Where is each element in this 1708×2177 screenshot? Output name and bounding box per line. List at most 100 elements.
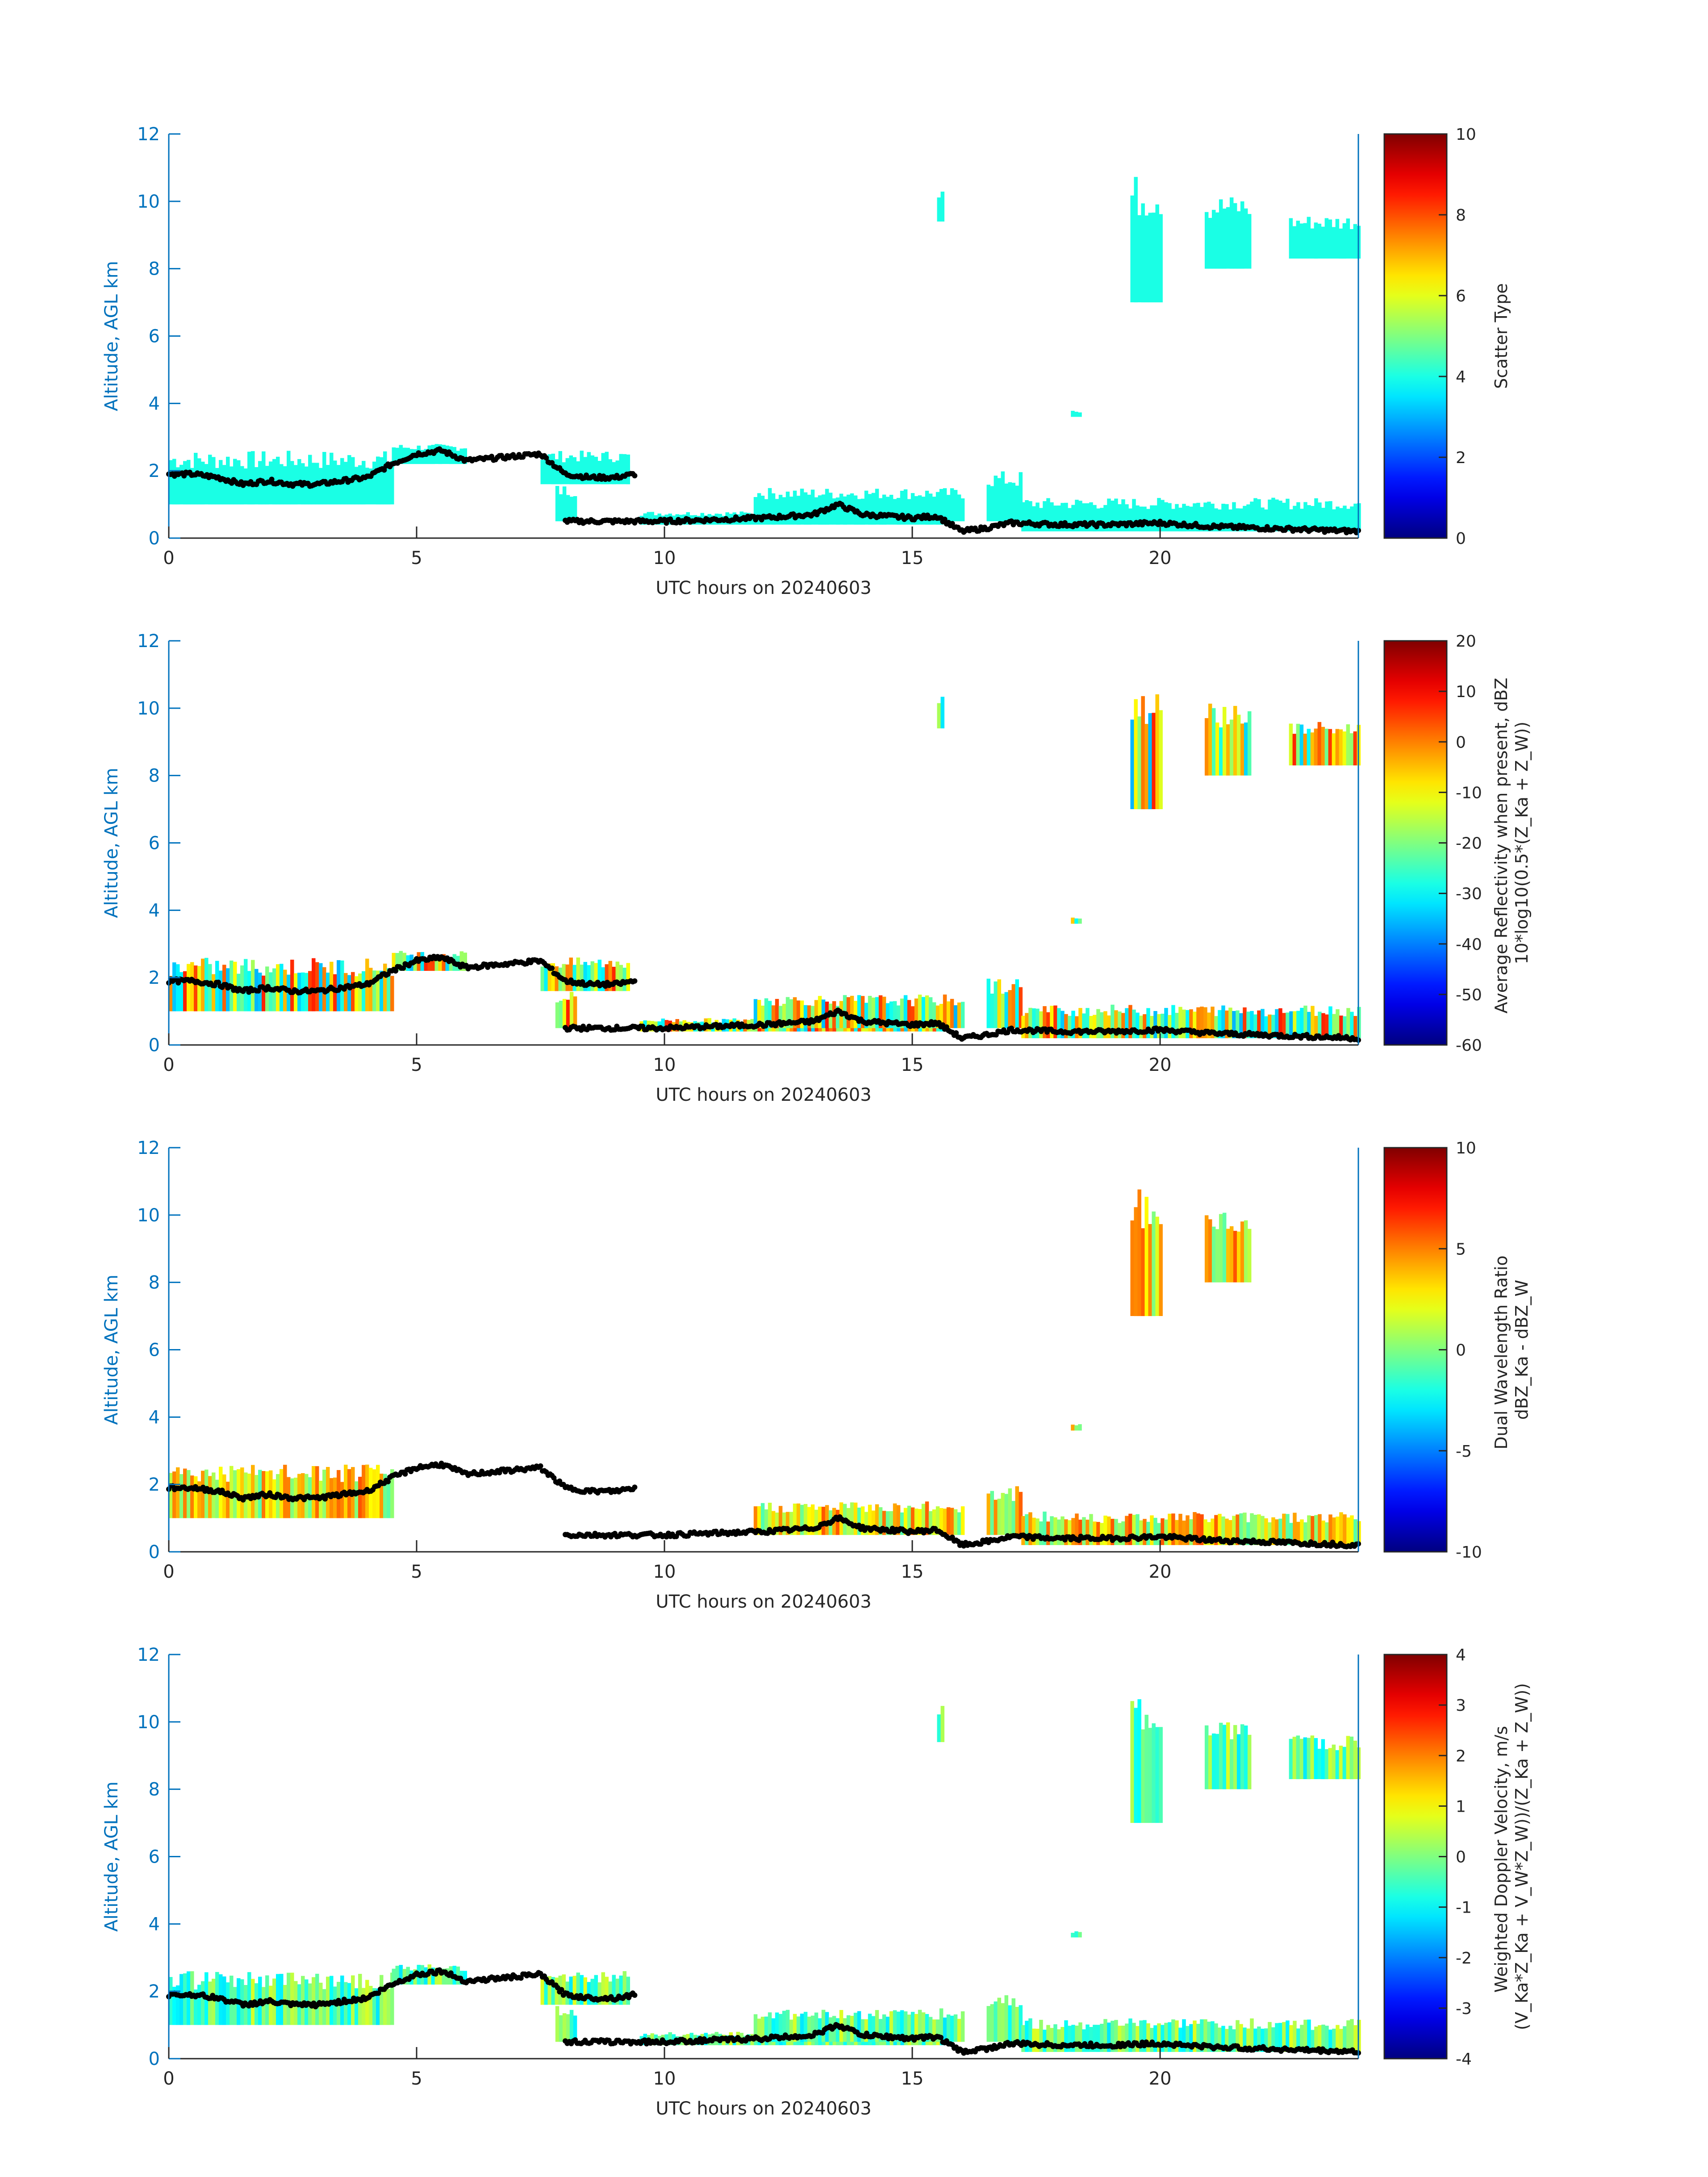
cloud-cell: [803, 1005, 808, 1028]
cloud-cell: [990, 2004, 994, 2042]
cloud-cell: [1300, 509, 1304, 531]
cloud-cell: [212, 457, 216, 505]
cloud-cell: [778, 495, 783, 522]
cloud-cell: [1247, 214, 1252, 269]
colorbar-tick-label: -30: [1456, 885, 1482, 903]
colorbar-tick-label: -50: [1456, 986, 1482, 1004]
cloud-cell: [1125, 504, 1129, 531]
x-tick-label: 0: [163, 2068, 174, 2089]
cloud-cell: [555, 1002, 560, 1028]
cloud-cell: [1324, 728, 1329, 766]
cloud-cell: [1336, 1517, 1340, 1545]
cloud-base-point: [385, 1479, 391, 1484]
cloud-cell: [943, 2017, 947, 2042]
cloud-cell: [1346, 218, 1350, 259]
cloud-cell: [569, 957, 573, 991]
cloud-cell: [1233, 1725, 1237, 1789]
y-tick-label: 6: [149, 1340, 160, 1361]
cloud-cell: [647, 512, 651, 525]
cloud-cell: [1050, 1516, 1054, 1545]
cloud-cell: [1208, 217, 1212, 269]
cloud-cell: [1215, 212, 1219, 269]
cloud-cell: [764, 499, 768, 522]
cloud-cell: [800, 1000, 804, 1028]
cloud-cell: [889, 1001, 894, 1028]
cloud-cell: [853, 2013, 858, 2042]
cloud-cell: [1171, 2019, 1175, 2052]
cloud-cell: [1161, 1014, 1165, 1038]
y-tick-label: 8: [149, 1273, 160, 1293]
x-tick-label: 20: [1149, 1055, 1172, 1075]
cloud-cell: [1089, 502, 1093, 531]
cloud-cell: [1264, 1518, 1268, 1545]
cloud-cell: [1346, 724, 1350, 765]
cloud-cell: [1289, 2025, 1293, 2052]
cloud-cell: [205, 1469, 209, 1518]
cloud-cell: [1282, 502, 1286, 531]
plot-area-1: [166, 177, 1361, 535]
cloud-cell: [1307, 1515, 1311, 1545]
y-tick-label: 4: [149, 900, 160, 921]
cloud-cell: [789, 497, 793, 522]
cloud-cell: [857, 2011, 861, 2042]
cloud-cell: [935, 1506, 940, 1535]
cloud-cell: [212, 1979, 216, 2025]
cloud-cell: [1100, 1012, 1104, 1038]
cloud-cell: [1152, 1211, 1156, 1316]
cloud-cell: [750, 514, 754, 525]
colorbar-2: -60 -50 -40 -30 -20 -10 0 10 20: [1383, 632, 1482, 1055]
cloud-cell: [347, 975, 351, 1011]
cloud-cell: [290, 960, 294, 1011]
cloud-cell: [208, 1981, 212, 2025]
cloud-cell: [244, 959, 248, 1011]
cloud-cell: [907, 1505, 911, 1535]
cloud-cell: [986, 978, 990, 1028]
cloud-cell: [957, 1512, 961, 1535]
cloud-cell: [810, 2015, 815, 2042]
cloud-cell: [1121, 1521, 1125, 1545]
cloud-cell: [1292, 734, 1297, 765]
cloud-cell: [562, 2013, 567, 2042]
x-tick-label: 15: [901, 1055, 924, 1075]
cloud-cell: [878, 995, 883, 1028]
cloud-cell: [785, 491, 790, 522]
cloud-cell: [1307, 1011, 1311, 1038]
cloud-cell: [1107, 1516, 1111, 1545]
cloud-cell: [1257, 499, 1261, 531]
cloud-cell: [1182, 504, 1186, 531]
colorbar-tick-label: 6: [1456, 287, 1466, 305]
cloud-cell: [664, 2034, 668, 2045]
cloud-cell: [1078, 1932, 1082, 1938]
cloud-cell: [233, 1987, 237, 2025]
cloud-cell: [771, 2018, 776, 2042]
cloud-cell: [914, 2014, 919, 2042]
cloud-cell: [1137, 716, 1141, 810]
cloud-cell: [1328, 1006, 1332, 1038]
cloud-cell: [1157, 1014, 1161, 1038]
cloud-cell: [1289, 1523, 1293, 1545]
cloud-cell: [903, 489, 908, 522]
cloud-cell: [1244, 1726, 1248, 1789]
cloud-cell: [1146, 1008, 1150, 1038]
cloud-cell: [957, 1003, 961, 1028]
cloud-cell: [1310, 1735, 1315, 1779]
cloud-cell: [1093, 2025, 1097, 2052]
cloud-cell: [1028, 1512, 1032, 1545]
cloud-cell: [1219, 727, 1223, 776]
cloud-cell: [1339, 729, 1343, 766]
cloud-cell: [1146, 1521, 1150, 1545]
cloud-cell: [789, 1512, 793, 1535]
y-tick-label: 8: [149, 259, 160, 280]
cloud-cell: [1039, 508, 1043, 531]
cloud-cell: [1086, 503, 1090, 531]
cloud-base-point: [393, 968, 398, 974]
cloud-cell: [1211, 1226, 1216, 1283]
x-tick-label: 20: [1149, 2068, 1172, 2089]
cloud-cell: [1239, 1513, 1243, 1545]
cloud-cell: [312, 1466, 316, 1518]
cloud-cell: [937, 703, 941, 729]
cloud-cell: [372, 970, 376, 1011]
cloud-cell: [1074, 1931, 1078, 1938]
cloud-cell: [1204, 1215, 1209, 1283]
cloud-cell: [1132, 1009, 1136, 1038]
